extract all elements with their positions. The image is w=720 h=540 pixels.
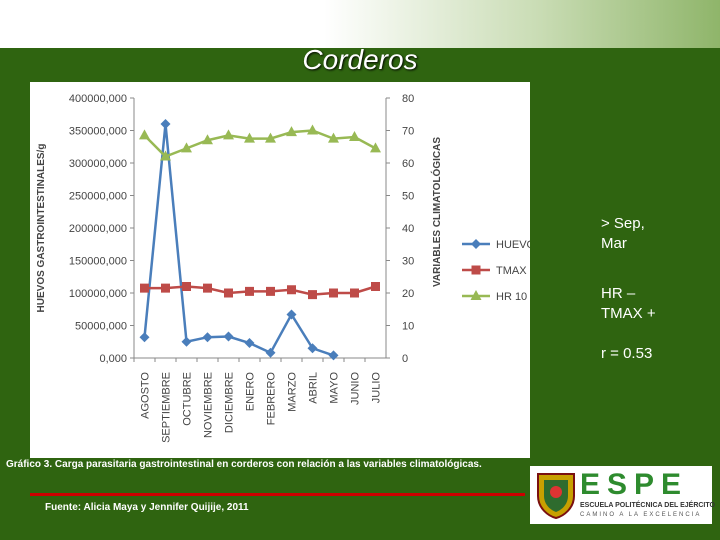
data-point-tmax-10: [140, 283, 149, 293]
y-left-tick-label: 300000,000: [69, 158, 127, 170]
x-tick-label: JUNIO: [350, 372, 362, 405]
y-left-tick-label: 100000,000: [69, 288, 127, 300]
line-chart: 0,000 50000,000 100000,000 150000,000 200000…: [36, 93, 542, 443]
y-right-tick-label: 20: [402, 288, 414, 300]
data-point-tmax-10: [245, 286, 254, 296]
chart-area: 0,000 50000,000 100000,000 150000,000 200000…: [30, 82, 542, 458]
note-correlation: r = 0.53: [601, 345, 653, 362]
data-point-tmax-10: [203, 283, 212, 293]
legend-label: TMAX 10: [496, 265, 530, 277]
figure-caption: Gráfico 3. Carga parasitaria gastrointes…: [6, 459, 482, 470]
x-tick-label: JULIO: [371, 372, 383, 404]
y-left-tick-label: 250000,000: [69, 191, 127, 203]
y-axis-left-title: HUEVOS GASTROINTESTINALES/g: [36, 144, 47, 313]
data-point-huevos: [181, 336, 192, 347]
series-line-huevos: [143, 123, 334, 357]
crest-icon: [537, 473, 575, 520]
y-left-tick-label: 350000,000: [69, 126, 127, 138]
legend-marker: [470, 290, 482, 300]
legend-marker: [471, 239, 481, 249]
data-point-hr-10: [370, 142, 381, 153]
y-right-tick-label: 80: [402, 93, 414, 105]
data-point-hr-10: [307, 124, 318, 135]
data-point-hr-10: [223, 129, 234, 140]
data-point-hr-10: [181, 142, 192, 153]
data-point-tmax-10: [329, 288, 338, 298]
x-tick-label: FEBRERO: [266, 372, 278, 426]
series-line-hr-10: [143, 129, 377, 158]
y-axis-right-title: VARIABLES CLIMATOLÓGICAS: [430, 137, 443, 287]
data-point-tmax-10: [371, 282, 380, 291]
divider-line: [30, 493, 525, 496]
data-point-huevos: [265, 347, 276, 358]
slide-title: Corderos: [302, 44, 418, 75]
data-point-hr-10: [349, 131, 360, 141]
y-left-tick-label: 150000,000: [69, 256, 127, 268]
data-point-tmax-10: [224, 288, 233, 298]
y-right-tick-label: 10: [402, 321, 414, 333]
data-point-tmax-10: [182, 282, 191, 291]
x-tick-label: ENERO: [245, 372, 257, 412]
data-point-huevos: [328, 350, 339, 361]
x-tick-label: AGOSTO: [140, 372, 152, 419]
x-tick-label: OCTUBRE: [182, 372, 194, 426]
logo-line-1: ESCUELA POLITÉCNICA DEL EJÉRCITO: [580, 502, 715, 509]
y-left-tick-label: 50000,000: [75, 321, 127, 333]
data-point-huevos: [223, 331, 234, 342]
data-point-tmax-10: [350, 288, 359, 298]
x-tick-label: MAYO: [329, 372, 341, 404]
x-tick-label: MARZO: [287, 372, 299, 412]
legend-label: HR 10: [496, 291, 527, 303]
top-banner: [0, 0, 720, 48]
data-point-hr-10: [139, 129, 150, 140]
data-point-huevos: [202, 332, 213, 343]
source-text: Fuente: Alicia Maya y Jennifer Quijije, …: [45, 502, 249, 513]
logo-letters: ESPE: [580, 468, 689, 501]
data-point-huevos: [160, 119, 171, 129]
data-point-hr-10: [202, 134, 213, 145]
x-tick-label: DICIEMBRE: [224, 372, 236, 433]
data-point-huevos: [244, 338, 255, 349]
data-point-hr-10: [244, 132, 255, 143]
note-sep-mar: > Sep, Mar: [601, 215, 645, 252]
data-point-hr-10: [328, 132, 339, 143]
y-right-tick-label: 60: [402, 158, 414, 170]
y-left-tick-label: 0,000: [99, 353, 127, 365]
legend-marker: [471, 265, 481, 275]
legend-label: HUEVOS: [496, 239, 530, 251]
logo-line-2: CAMINO A LA EXCELENCIA: [580, 512, 702, 518]
data-point-tmax-10: [161, 283, 170, 293]
espe-logo: ESPE ESCUELA POLITÉCNICA DEL EJÉRCITO CA…: [530, 466, 715, 524]
data-point-huevos: [286, 309, 297, 320]
y-right-tick-label: 70: [402, 126, 414, 138]
x-tick-label: NOVIEMBRE: [203, 372, 215, 438]
y-right-tick-label: 30: [402, 256, 414, 268]
y-left-tick-label: 400000,000: [69, 93, 127, 105]
data-point-tmax-10: [266, 286, 275, 296]
data-point-huevos: [139, 332, 150, 343]
data-point-tmax-10: [308, 290, 317, 300]
y-right-tick-label: 0: [402, 353, 408, 365]
y-right-tick-label: 40: [402, 223, 414, 235]
data-point-tmax-10: [287, 285, 296, 295]
x-tick-label: ABRIL: [308, 372, 320, 404]
y-left-tick-label: 200000,000: [69, 223, 127, 235]
note-hr-tmax: HR – TMAX +: [601, 285, 656, 322]
x-tick-label: SEPTIEMBRE: [161, 372, 173, 443]
y-right-tick-label: 50: [402, 191, 414, 203]
data-point-hr-10: [160, 150, 171, 161]
data-point-huevos: [307, 343, 318, 354]
data-point-hr-10: [286, 126, 297, 137]
series-line-tmax-10: [144, 285, 376, 296]
data-point-hr-10: [265, 132, 276, 143]
